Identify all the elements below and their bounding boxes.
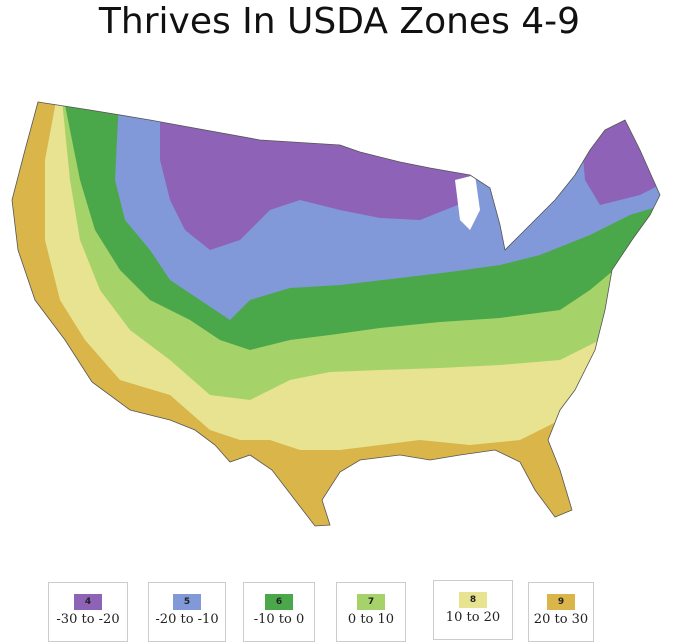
legend-zone-7: 7 0 to 10: [336, 582, 406, 642]
legend-zone-9: 9 20 to 30: [528, 582, 594, 642]
zone-range: -20 to -10: [155, 612, 219, 627]
zone-range: 0 to 10: [347, 612, 395, 627]
legend-zone-8: 8 10 to 20: [433, 580, 513, 640]
zone-swatch: 9: [547, 594, 575, 610]
page-title: Thrives In USDA Zones 4-9: [98, 1, 581, 42]
great-lakes: [455, 175, 480, 230]
zone-range: -30 to -20: [56, 612, 120, 627]
legend-zone-4: 4 -30 to -20: [48, 582, 128, 642]
usda-zone-map: [11, 101, 661, 527]
zone-swatch: 5: [173, 594, 201, 610]
zone-swatch: 8: [459, 592, 487, 608]
us-outline: [11, 101, 661, 527]
zone-swatch: 4: [74, 594, 102, 610]
zone-range: -10 to 0: [253, 612, 305, 627]
zone-swatch: 6: [265, 594, 293, 610]
zone-4-area-northeast: [580, 110, 660, 205]
zone-range: 20 to 30: [533, 612, 589, 627]
zone-swatch: 7: [357, 594, 385, 610]
zone-range: 10 to 20: [445, 610, 501, 625]
legend-zone-5: 5 -20 to -10: [148, 582, 226, 642]
legend-zone-6: 6 -10 to 0: [243, 582, 315, 642]
